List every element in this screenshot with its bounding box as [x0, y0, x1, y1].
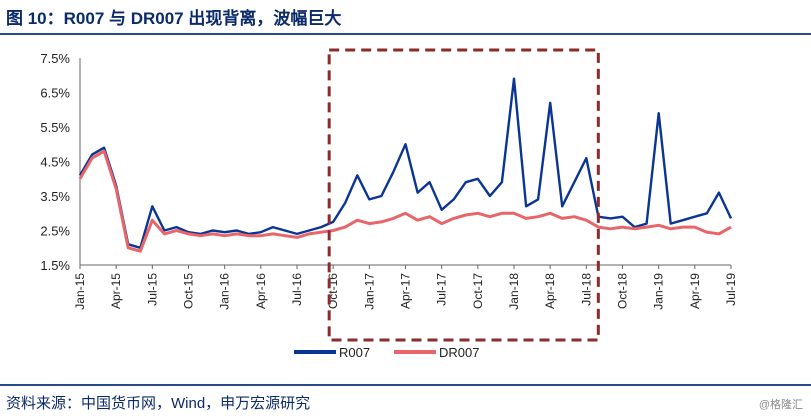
- x-tick-label: Jan-16: [218, 273, 232, 310]
- x-tick-label: Jan-19: [652, 273, 666, 310]
- y-tick-label: 5.5%: [40, 120, 70, 135]
- y-tick-label: 4.5%: [40, 155, 70, 170]
- legend-dr007-label: DR007: [439, 345, 479, 360]
- legend: R007 DR007: [294, 345, 479, 360]
- x-tick-label: Jul-16: [290, 273, 304, 306]
- chart-title: 图 10：R007 与 DR007 出现背离，波幅巨大: [6, 9, 342, 28]
- x-tick-label: Oct-17: [471, 273, 485, 309]
- y-tick-label: 3.5%: [40, 189, 70, 204]
- top-rule: [0, 33, 811, 35]
- y-tick-label: 2.5%: [40, 224, 70, 239]
- y-tick-label: 7.5%: [40, 51, 70, 66]
- x-tick-label: Apr-18: [543, 273, 557, 309]
- x-tick-label: Oct-15: [182, 273, 196, 309]
- x-tick-label: Jan-18: [507, 273, 521, 310]
- x-tick-label: Jul-18: [579, 273, 593, 306]
- source-note: 资料来源：中国货币网，Wind，申万宏源研究: [6, 395, 311, 412]
- x-tick-label: Jul-15: [145, 273, 159, 306]
- x-tick-label: Apr-17: [399, 273, 413, 309]
- bottom-rule: [0, 384, 811, 386]
- x-tick-label: Jan-15: [73, 273, 87, 310]
- x-tick-label: Apr-15: [109, 273, 123, 309]
- y-tick-label: 6.5%: [40, 86, 70, 101]
- y-axis: 1.5% 2.5% 3.5% 4.5% 5.5% 6.5% 7.5%: [40, 51, 81, 273]
- x-tick-label: Jul-19: [724, 273, 738, 306]
- x-axis: Jan-15 Apr-15 Jul-15 Oct-15 Jan-16 Apr-16 Jul-…: [73, 264, 738, 310]
- watermark: @格隆汇: [758, 399, 803, 411]
- x-tick-label: Apr-16: [254, 273, 268, 309]
- highlight-frame: [327, 48, 600, 342]
- y-tick-label: 1.5%: [40, 258, 70, 273]
- x-tick-label: Oct-18: [616, 273, 630, 309]
- x-tick-label: Jan-17: [362, 273, 376, 310]
- series-lines: [78, 77, 733, 253]
- x-tick-label: Apr-19: [688, 273, 702, 309]
- series-line-r007: [78, 77, 733, 250]
- series-line-dr007: [78, 149, 732, 253]
- line-chart: 1.5% 2.5% 3.5% 4.5% 5.5% 6.5% 7.5% Jan-15 Apr-1…: [40, 48, 738, 360]
- x-tick-label: Jul-17: [435, 273, 449, 306]
- legend-r007-label: R007: [339, 345, 370, 360]
